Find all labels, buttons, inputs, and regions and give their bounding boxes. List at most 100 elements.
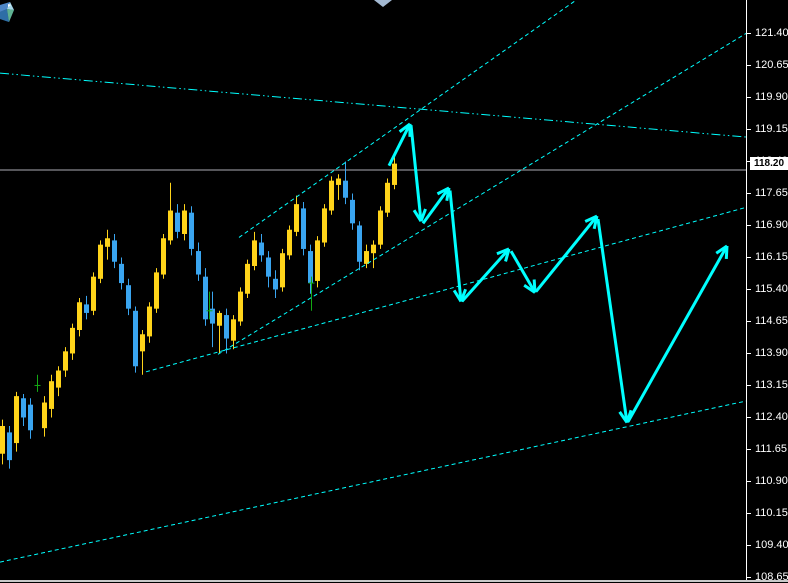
- y-axis-label: 112.40: [755, 411, 788, 423]
- candle-body: [252, 240, 257, 267]
- projection-arrowhead: [715, 244, 728, 255]
- y-axis-label: 116.90: [755, 219, 788, 231]
- y-axis-label: 115.40: [755, 283, 788, 295]
- y-axis-tick: [746, 385, 751, 386]
- y-axis-label: 110.15: [755, 507, 788, 519]
- y-axis-tick: [746, 161, 751, 162]
- candle-body: [7, 432, 12, 461]
- candle-body: [385, 182, 390, 213]
- trendline-wedge-upper[interactable]: [238, 0, 577, 238]
- y-axis-label: 109.40: [755, 539, 788, 551]
- y-axis-label: 117.65: [755, 187, 788, 199]
- candle-body: [224, 315, 229, 339]
- projection-arrow[interactable]: [509, 250, 537, 294]
- candle-body: [154, 272, 159, 309]
- candle-body: [84, 304, 89, 313]
- projection-arrowhead: [452, 289, 463, 303]
- platform-gem-icon: [0, 2, 14, 22]
- candle-body: [175, 212, 180, 232]
- candle-body: [210, 308, 215, 324]
- candle-body: [357, 225, 362, 262]
- candle-body: [294, 204, 299, 232]
- projection-arrow[interactable]: [534, 215, 599, 293]
- y-axis-tick: [746, 193, 751, 194]
- y-axis-tick: [746, 289, 751, 290]
- y-axis-tick: [746, 513, 751, 514]
- y-axis-label: 114.65: [755, 315, 788, 327]
- candle-body: [245, 263, 250, 294]
- candle-body: [182, 210, 187, 235]
- candle-body: [329, 180, 334, 211]
- candle-body: [315, 240, 320, 281]
- projection-arrowhead: [436, 186, 450, 196]
- projection-arrow[interactable]: [387, 123, 412, 167]
- trendline-descending-resistance[interactable]: [0, 72, 748, 138]
- candle-body: [42, 402, 47, 429]
- candle-body: [119, 263, 124, 284]
- candle-body: [0, 426, 5, 454]
- y-axis-tick: [746, 33, 751, 34]
- candle-body: [147, 306, 152, 337]
- y-axis-tick: [746, 97, 751, 98]
- candle-body: [189, 212, 194, 249]
- projection-arrowhead: [523, 284, 536, 294]
- candle-body: [336, 178, 341, 185]
- candle-body: [217, 312, 222, 326]
- y-axis-line[interactable]: [746, 0, 747, 580]
- projection-arrow[interactable]: [626, 245, 729, 423]
- candle-body: [168, 210, 173, 241]
- projection-arrow[interactable]: [596, 218, 629, 423]
- candle-body: [21, 398, 26, 418]
- y-axis-tick: [746, 449, 751, 450]
- candle-body: [77, 302, 82, 331]
- projection-arrow[interactable]: [421, 187, 451, 225]
- trendline-support-mid[interactable]: [145, 206, 748, 373]
- candle-body: [91, 276, 96, 311]
- candle-body: [161, 238, 166, 275]
- current-price-box: 118.20: [750, 157, 788, 170]
- projection-arrowhead: [445, 187, 451, 201]
- projection-arrow[interactable]: [448, 190, 463, 302]
- scroll-position-triangle-icon: [374, 0, 392, 7]
- candle-body: [266, 257, 271, 277]
- y-axis-label: 119.15: [755, 123, 788, 135]
- y-axis-label: 119.90: [755, 91, 788, 103]
- trendline-support-low[interactable]: [0, 400, 748, 563]
- candle-body: [392, 163, 397, 185]
- projection-arrowhead: [724, 245, 729, 260]
- candle-body: [322, 208, 327, 243]
- candle-body: [126, 285, 131, 309]
- candle-body: [133, 310, 138, 367]
- y-axis-label: 116.15: [755, 251, 788, 263]
- projection-arrowhead: [459, 288, 467, 302]
- candle-body: [364, 251, 369, 264]
- candle-body: [343, 180, 348, 198]
- y-axis-label: 113.15: [755, 379, 788, 391]
- candle-body: [203, 276, 208, 320]
- y-axis-tick: [746, 353, 751, 354]
- trendline-wedge-lower-extended[interactable]: [217, 33, 747, 355]
- projection-arrowhead: [419, 208, 427, 222]
- projection-arrowhead: [496, 247, 510, 256]
- y-axis-tick: [746, 481, 751, 482]
- candle-body: [238, 291, 243, 322]
- candle-body: [105, 238, 110, 247]
- projection-arrowhead: [618, 411, 629, 424]
- y-axis-tick: [746, 225, 751, 226]
- candle-body: [259, 242, 264, 256]
- projection-arrow[interactable]: [460, 247, 511, 303]
- projection-arrowhead: [504, 248, 511, 262]
- candle-body: [371, 244, 376, 254]
- candle-body: [287, 229, 292, 256]
- candle-body: [140, 334, 145, 352]
- y-axis-tick: [746, 321, 751, 322]
- y-axis-label: 111.65: [755, 443, 788, 455]
- projection-arrow[interactable]: [409, 125, 423, 222]
- y-axis-tick: [746, 545, 751, 546]
- candle-body: [308, 251, 313, 284]
- candle-body: [112, 240, 117, 262]
- y-axis-tick: [746, 65, 751, 66]
- y-axis-tick: [746, 577, 751, 578]
